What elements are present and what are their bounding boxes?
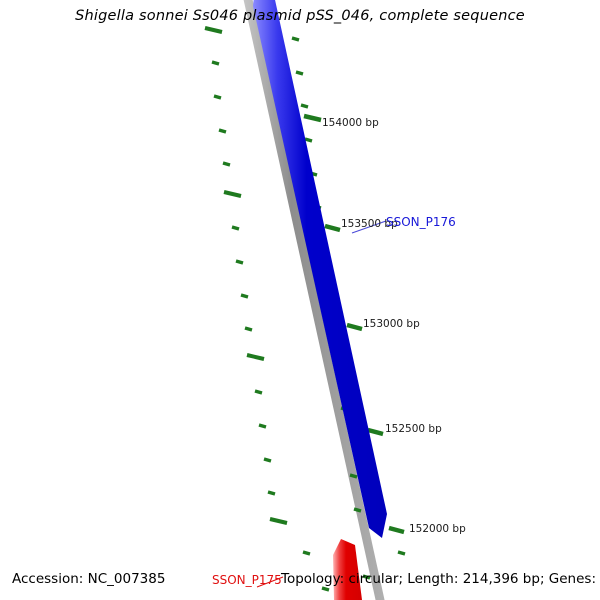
topology-label: Topology: circular; Length: 214,396 bp; … xyxy=(281,571,600,587)
gene-label-SSON_P176[interactable]: SSON_P176 xyxy=(386,215,456,229)
gene-feature-SSON_P176[interactable] xyxy=(253,0,387,538)
scale-ticks-left xyxy=(204,26,330,592)
gene-feature-SSON_P175[interactable] xyxy=(333,539,362,600)
plasmid-backbone xyxy=(243,0,385,600)
bp-label-153500: 153500 bp xyxy=(341,218,398,230)
leader-line-SSON_P175 xyxy=(256,576,284,588)
bp-label-152500: 152500 bp xyxy=(385,423,442,435)
gene-label-SSON_P175[interactable]: SSON_P175 xyxy=(212,573,282,587)
leader-line-SSON_P176 xyxy=(351,220,387,234)
bp-label-152000: 152000 bp xyxy=(409,523,466,535)
accession-label: Accession: NC_007385 xyxy=(12,571,166,587)
bp-label-153000: 153000 bp xyxy=(363,318,420,330)
bp-label-154000: 154000 bp xyxy=(322,117,379,129)
page-title: Shigella sonnei Ss046 plasmid pSS_046, c… xyxy=(75,8,525,24)
